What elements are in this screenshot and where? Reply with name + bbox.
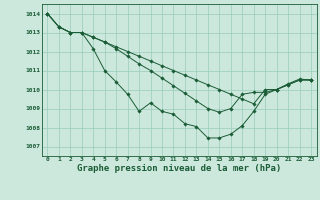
- X-axis label: Graphe pression niveau de la mer (hPa): Graphe pression niveau de la mer (hPa): [77, 164, 281, 173]
